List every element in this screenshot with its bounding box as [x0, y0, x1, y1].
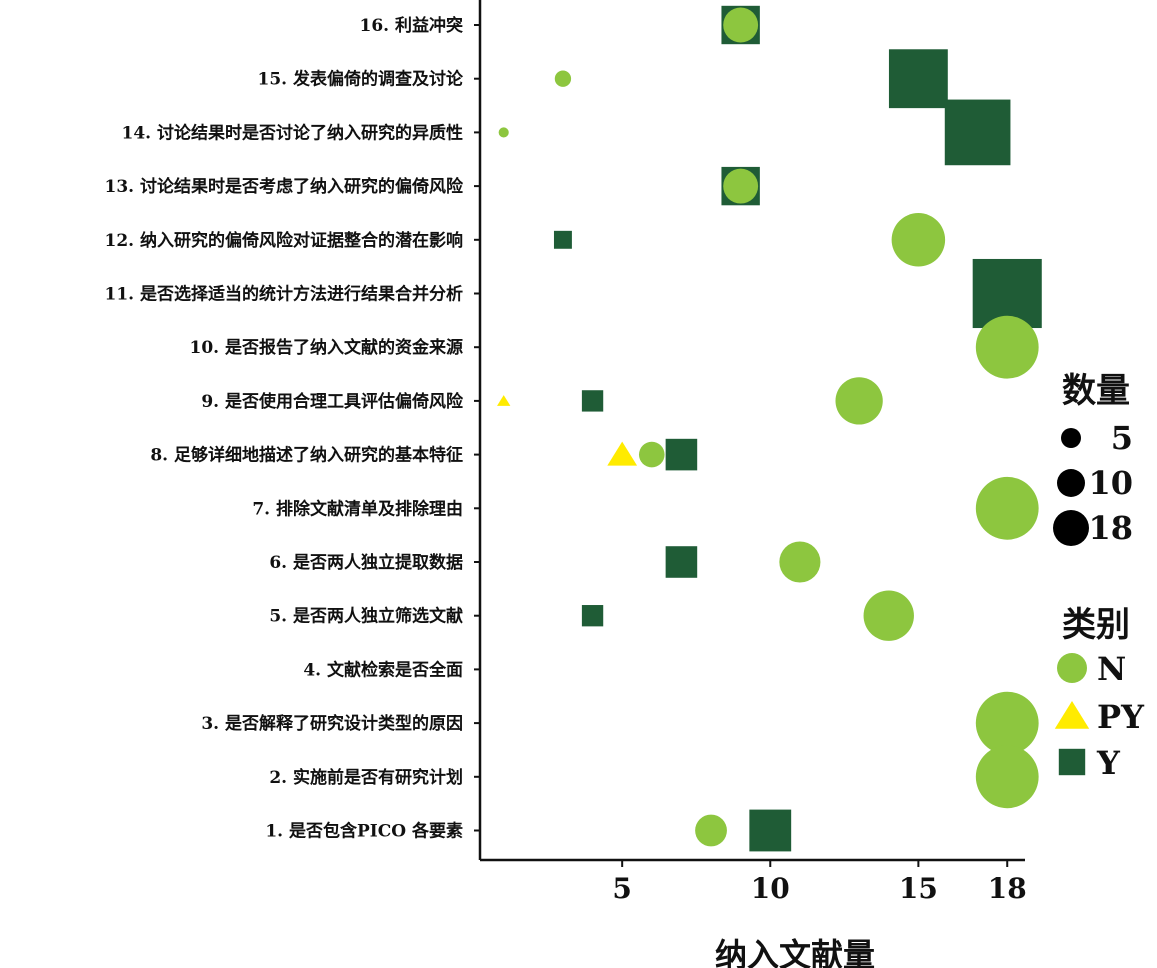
point-n	[498, 127, 509, 138]
point-y	[665, 438, 698, 471]
legend-size-label: 10	[1088, 464, 1133, 502]
point-y	[665, 546, 698, 578]
point-n	[975, 315, 1039, 379]
y-tick-label: 14. 讨论结果时是否讨论了纳入研究的异质性	[122, 122, 464, 143]
y-tick-label: 9. 是否使用合理工具评估偏倚风险	[201, 391, 464, 412]
point-n	[779, 541, 821, 583]
legend-size-marker	[1057, 469, 1085, 497]
y-tick-label: 13. 讨论结果时是否考虑了纳入研究的偏倚风险	[105, 176, 464, 197]
legend-size-label: 18	[1088, 509, 1133, 547]
y-tick-label: 7. 排除文献清单及排除理由	[252, 498, 463, 519]
point-y	[749, 809, 792, 852]
legend-category-marker-y	[1058, 748, 1086, 776]
point-n	[695, 814, 727, 847]
y-tick-label: 4. 文献检索是否全面	[303, 659, 463, 680]
y-tick-label: 8. 足够详细地描述了纳入研究的基本特征	[150, 445, 463, 466]
y-axis-labels: 16. 利益冲突 15. 发表偏倚的调查及讨论 14. 讨论结果时是否讨论了纳入研究…	[105, 15, 464, 842]
y-tick-label: 10. 是否报告了纳入文献的资金来源	[190, 337, 464, 358]
x-tick-label: 5	[612, 872, 631, 905]
point-n	[863, 590, 914, 641]
y-tick-label: 2. 实施前是否有研究计划	[269, 767, 463, 788]
legend-size-marker	[1053, 510, 1089, 546]
x-axis-title: 纳入文献量	[715, 936, 875, 968]
point-y	[944, 99, 1011, 166]
legend-category-label: PY	[1097, 698, 1145, 736]
axes	[474, 0, 1025, 867]
y-tick-label: 15. 发表偏倚的调查及讨论	[258, 69, 464, 90]
point-n	[891, 213, 946, 267]
x-axis-ticks: 5 10 15 18	[612, 872, 1026, 905]
y-tick-label: 16. 利益冲突	[360, 15, 464, 36]
legend-size-label: 5	[1111, 419, 1133, 457]
legend-category-label: Y	[1096, 744, 1121, 782]
y-tick-label: 5. 是否两人独立筛选文献	[269, 606, 463, 627]
legend-category-title: 类别	[1062, 605, 1130, 645]
point-n	[554, 70, 572, 87]
point-n	[975, 691, 1039, 755]
x-tick-label: 10	[751, 872, 790, 905]
point-py	[497, 395, 511, 406]
point-n	[975, 476, 1039, 540]
legend-category-marker-py	[1054, 701, 1090, 729]
y-tick-label: 12. 纳入研究的偏倚风险对证据整合的潜在影响	[105, 230, 464, 251]
point-n	[723, 7, 759, 43]
point-n	[723, 168, 759, 204]
y-tick-label: 6. 是否两人独立提取数据	[269, 552, 463, 573]
point-y	[888, 49, 948, 109]
point-y	[553, 230, 572, 249]
x-tick-label: 15	[899, 872, 938, 905]
data-marks	[497, 5, 1042, 852]
y-tick-label: 3. 是否解释了研究设计类型的原因	[201, 713, 463, 734]
point-y	[581, 605, 604, 627]
legend-size-marker	[1061, 428, 1081, 448]
point-y	[581, 390, 604, 412]
x-tick-label: 18	[988, 872, 1027, 905]
point-py	[607, 441, 638, 466]
point-n	[835, 377, 883, 425]
legend: 数量 5 10 18 类别 N PY Y	[1053, 371, 1145, 782]
legend-category-marker-n	[1057, 653, 1087, 683]
point-n	[975, 745, 1039, 809]
legend-category-label: N	[1097, 650, 1126, 688]
point-n	[638, 441, 665, 468]
y-tick-label: 1. 是否包含PICO 各要素	[265, 821, 463, 842]
legend-size-title: 数量	[1062, 371, 1130, 411]
y-tick-label: 11. 是否选择适当的统计方法进行结果合并分析	[105, 284, 464, 305]
